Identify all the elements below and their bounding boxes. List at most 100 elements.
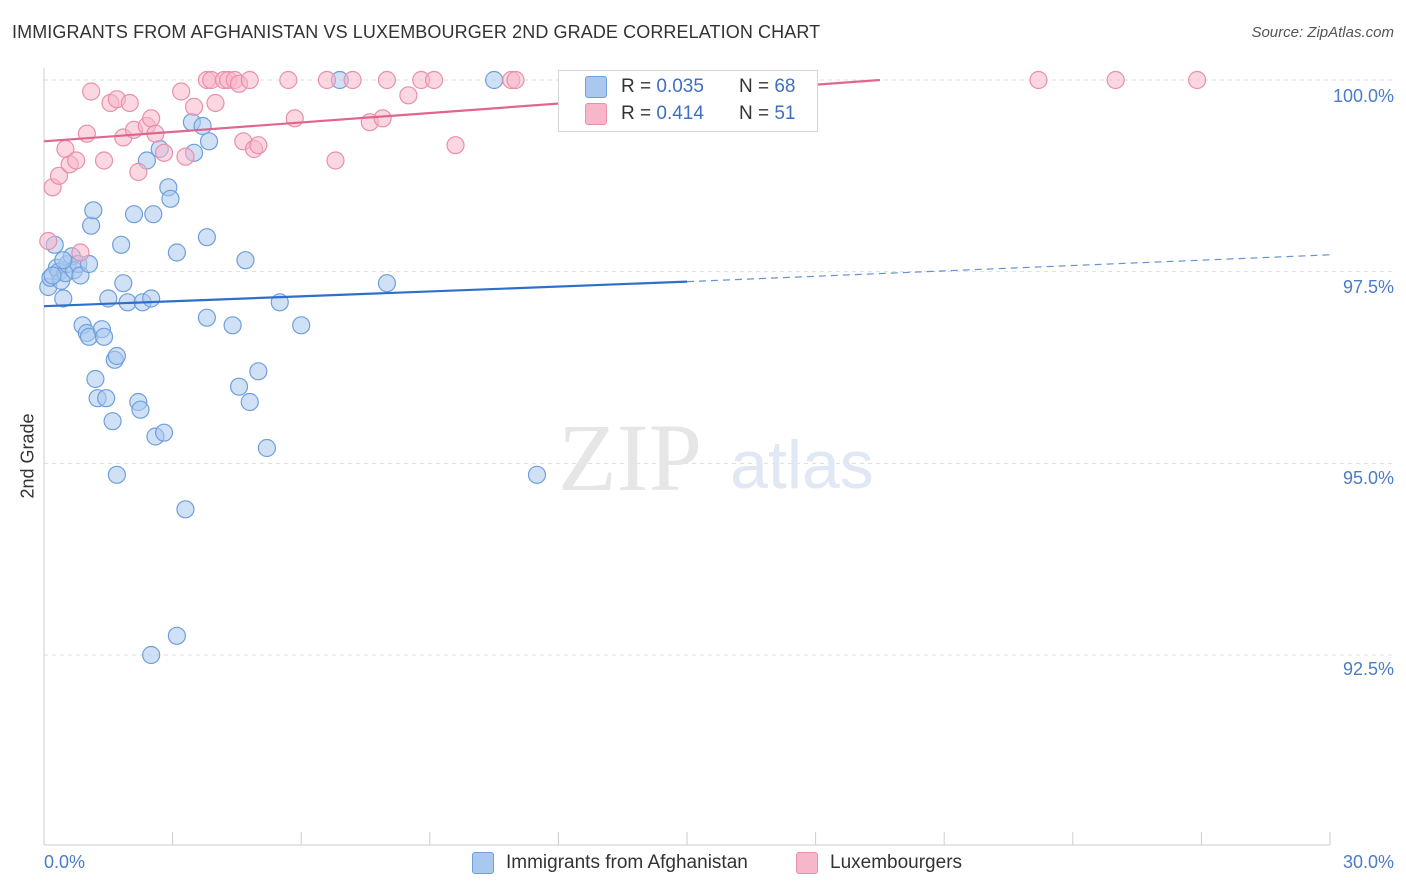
- source-label: Source: ZipAtlas.com: [1251, 24, 1394, 41]
- luxembourger-point: [172, 82, 191, 101]
- afghanistan-point: [84, 201, 103, 220]
- afghanistan-point: [154, 423, 174, 442]
- legend-row-afghanistan: R = 0.035 N = 68: [585, 74, 795, 100]
- afghanistan-point: [236, 251, 255, 270]
- luxembourger-point: [1188, 70, 1207, 90]
- series-afghanistan-points: [39, 70, 547, 665]
- afghanistan-point: [257, 438, 277, 458]
- luxembourger-point: [49, 166, 69, 185]
- x-tick-label-min: 0.0%: [44, 852, 86, 872]
- luxembourger-point: [82, 82, 101, 101]
- luxembourger-point: [373, 109, 392, 128]
- afghanistan-point: [54, 289, 73, 308]
- luxembourger-point: [184, 97, 204, 116]
- afghanistan-point: [199, 132, 219, 151]
- afghanistan-trend-line: [43, 280, 688, 308]
- legend-row-luxembourger: R = 0.414 N = 51: [585, 101, 795, 127]
- luxembourger-point: [377, 70, 397, 90]
- luxembourger-point: [446, 136, 465, 155]
- watermark-zip: ZIP: [558, 404, 702, 511]
- legend-n-label: N =: [738, 103, 770, 124]
- luxembourger-point: [326, 151, 345, 170]
- afghanistan-point: [103, 412, 122, 431]
- y-tick-label-92-5: 92.5%: [1342, 659, 1394, 679]
- legend-swatch-pink: [796, 852, 818, 874]
- luxembourger-point: [399, 86, 418, 105]
- luxembourger-point: [343, 70, 362, 90]
- luxembourger-point: [206, 93, 225, 113]
- x-tick-label-max: 30.0%: [1342, 852, 1394, 872]
- afghanistan-point: [144, 205, 163, 224]
- afghanistan-point: [377, 274, 397, 293]
- luxembourger-point: [240, 70, 259, 90]
- chart-title: IMMIGRANTS FROM AFGHANISTAN VS LUXEMBOUR…: [12, 22, 821, 42]
- afghanistan-point: [142, 289, 161, 308]
- y-tick-label-97-5: 97.5%: [1342, 277, 1394, 297]
- afghanistan-point: [97, 389, 116, 408]
- luxembourger-point: [39, 231, 58, 251]
- luxembourger-point: [279, 70, 298, 90]
- luxembourger-point: [71, 243, 90, 262]
- afghanistan-point: [124, 205, 144, 224]
- legend-label-afghanistan: Immigrants from Afghanistan: [506, 852, 748, 873]
- luxembourger-point: [317, 70, 337, 90]
- luxembourger-point: [67, 151, 86, 170]
- afghanistan-point: [485, 70, 504, 90]
- legend-item-luxembourger[interactable]: Luxembourgers: [796, 852, 962, 874]
- legend-n-label: N =: [738, 76, 770, 97]
- afghanistan-trend-extension: [686, 254, 1331, 283]
- watermark-atlas: atlas: [730, 427, 874, 503]
- afghanistan-point: [131, 400, 150, 419]
- correlation-legend: R = 0.035 N = 68 R = 0.414 N = 51: [558, 70, 818, 132]
- afghanistan-point: [176, 500, 195, 519]
- afghanistan-point: [86, 369, 105, 389]
- legend-swatch-blue: [472, 852, 494, 874]
- afghanistan-point: [142, 645, 161, 665]
- afghanistan-point: [107, 346, 126, 366]
- series-legend: Immigrants from Afghanistan Luxembourger…: [0, 852, 1406, 878]
- luxembourger-point: [176, 147, 195, 166]
- luxembourger-point: [249, 136, 268, 155]
- luxembourger-point: [94, 151, 114, 170]
- afghanistan-point: [527, 465, 547, 484]
- afghanistan-point: [197, 228, 216, 247]
- luxembourger-point: [142, 109, 161, 128]
- afghanistan-point: [167, 626, 186, 645]
- gridlines: [44, 79, 1392, 656]
- afghanistan-point: [107, 465, 126, 484]
- series-luxembourger-points: [39, 70, 1207, 262]
- legend-r-label: R =: [621, 103, 652, 124]
- afghanistan-point: [54, 251, 73, 270]
- afghanistan-point: [167, 243, 186, 262]
- luxembourger-point: [120, 93, 139, 113]
- legend-label-luxembourger: Luxembourgers: [830, 852, 963, 873]
- luxembourger-point: [506, 70, 525, 90]
- luxembourger-point: [154, 143, 174, 162]
- afghanistan-point: [249, 362, 268, 381]
- luxembourger-point: [129, 162, 148, 182]
- legend-swatch-blue: [585, 76, 607, 98]
- legend-item-afghanistan[interactable]: Immigrants from Afghanistan: [472, 852, 748, 874]
- afghanistan-point: [240, 392, 259, 412]
- luxembourger-point: [1029, 70, 1048, 90]
- luxembourger-point: [424, 70, 444, 90]
- legend-r-label: R =: [621, 76, 652, 97]
- legend-swatch-pink: [585, 103, 607, 125]
- afghanistan-point: [43, 266, 62, 285]
- afghanistan-point: [223, 316, 242, 335]
- watermark: ZIP atlas: [558, 404, 874, 511]
- afghanistan-point: [292, 316, 311, 335]
- afghanistan-point: [94, 327, 114, 346]
- y-tick-label-95: 95.0%: [1342, 468, 1394, 488]
- afghanistan-point: [161, 189, 180, 208]
- afghanistan-point: [197, 308, 216, 327]
- afghanistan-point: [114, 274, 133, 293]
- legend-r-value: 0.035: [656, 76, 704, 97]
- axes: [43, 68, 1331, 846]
- legend-n-value: 51: [774, 103, 796, 124]
- legend-r-value: 0.414: [656, 103, 704, 124]
- legend-n-value: 68: [774, 76, 796, 97]
- afghanistan-point: [82, 216, 101, 235]
- y-tick-label-100: 100.0%: [1332, 86, 1394, 106]
